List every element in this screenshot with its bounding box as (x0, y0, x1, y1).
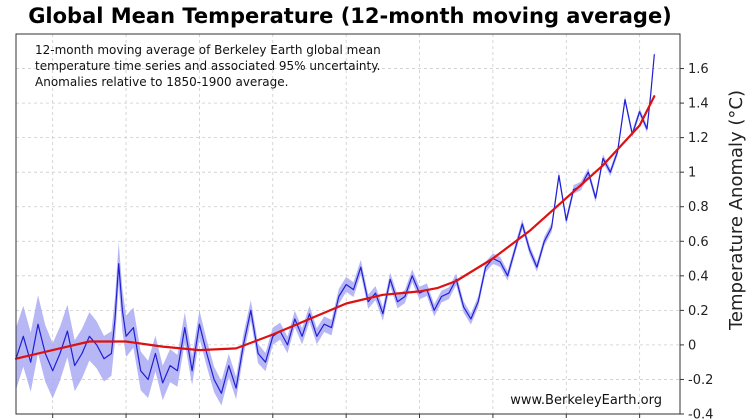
tick-layer: 186018801900192019401960198020002020-0.4… (52, 62, 713, 419)
credit-text: www.BerkeleyEarth.org (510, 393, 662, 408)
chart-title: Global Mean Temperature (12-month moving… (28, 4, 672, 28)
moving-average-line (15, 54, 655, 394)
y-axis-label: Temperature Anomaly (°C) (726, 90, 747, 331)
y-tick-label: 1.6 (688, 62, 709, 77)
series-layer (14, 54, 656, 394)
y-tick-label: 0.8 (688, 200, 709, 215)
annotation-line-2: temperature time series and associated 9… (35, 59, 380, 73)
plot-frame (15, 33, 681, 415)
uncertainty-band (16, 51, 655, 406)
annotation-line-1: 12-month moving average of Berkeley Eart… (35, 43, 381, 57)
y-tick-label: 1 (688, 166, 696, 181)
y-tick-label: 1.2 (688, 131, 709, 146)
y-tick-label: 1.4 (688, 97, 709, 112)
trend-line (14, 95, 656, 360)
y-tick-label: -0.4 (688, 408, 713, 419)
y-tick-label: -0.2 (688, 373, 713, 388)
y-tick-label: 0.6 (688, 235, 709, 250)
y-tick-label: 0.2 (688, 304, 709, 319)
uncertainty-band-layer (16, 51, 655, 406)
y-tick-label: 0 (688, 338, 696, 353)
y-tick-label: 0.4 (688, 269, 709, 284)
annotation-line-3: Anomalies relative to 1850-1900 average. (35, 75, 288, 89)
plot-background (16, 34, 680, 414)
